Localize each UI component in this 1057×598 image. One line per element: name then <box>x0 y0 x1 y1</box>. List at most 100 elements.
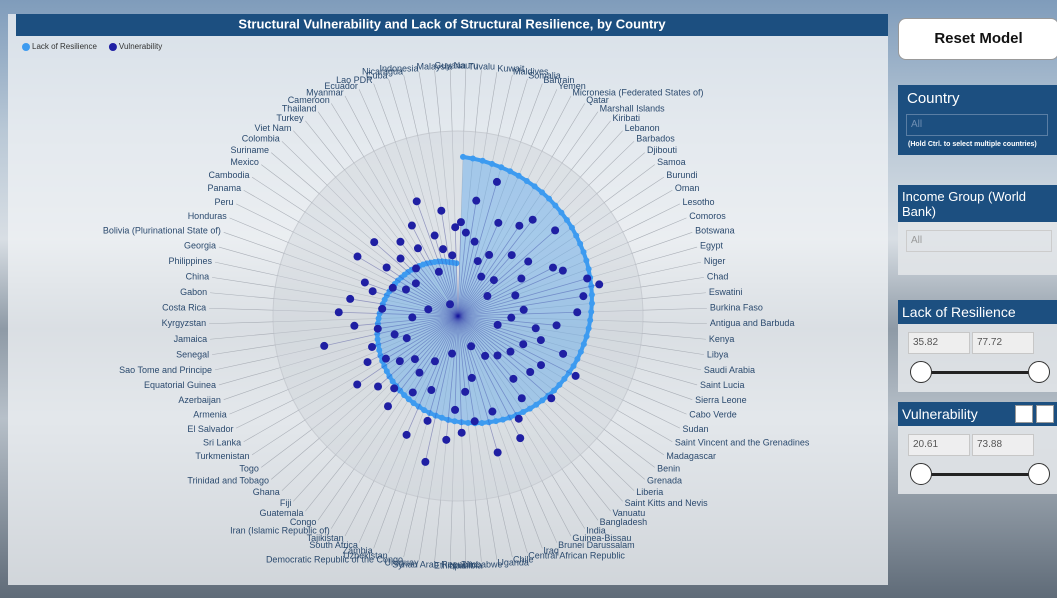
spoke <box>395 315 459 491</box>
vulnerability-spoke <box>371 315 459 348</box>
min-input[interactable]: 20.61 <box>908 434 970 456</box>
vulnerability-spoke <box>324 315 459 347</box>
category-label: Ghana <box>253 487 280 497</box>
vulnerability-spoke <box>457 315 472 347</box>
category-label: Sierra Leone <box>695 395 747 405</box>
spoke <box>395 141 459 317</box>
leader-line <box>617 190 673 223</box>
vulnerability-dot <box>378 304 387 313</box>
resilience-dot <box>587 317 594 324</box>
vulnerability-spoke <box>393 315 459 389</box>
vulnerability-dot <box>350 321 359 330</box>
vulnerability-dot <box>410 355 419 364</box>
spoke <box>384 315 459 486</box>
category-label: Qatar <box>586 95 609 105</box>
resilience-dot <box>458 419 465 426</box>
vulnerability-spoke <box>434 235 459 317</box>
country-slicer: Country All (Hold Ctrl. to select multip… <box>898 85 1057 155</box>
country-dropdown[interactable]: All <box>906 114 1048 136</box>
vulnerability-dot <box>489 276 498 285</box>
leader-line <box>603 429 655 468</box>
vulnerability-dot <box>334 308 343 317</box>
vulnerability-spoke <box>405 289 459 317</box>
spoke <box>335 177 459 317</box>
focus-icon[interactable] <box>1036 405 1054 423</box>
category-label: Botswana <box>695 226 735 236</box>
vulnerability-dot <box>437 206 446 215</box>
spoke <box>457 131 476 317</box>
max-input[interactable]: 77.72 <box>972 332 1034 354</box>
vulnerability-dot <box>573 308 582 317</box>
resilience-dot <box>377 352 384 359</box>
leader-line <box>571 461 611 512</box>
resilience-dot <box>577 240 584 247</box>
vulnerability-spoke <box>457 315 498 326</box>
category-label: Oman <box>675 183 700 193</box>
min-input[interactable]: 35.82 <box>908 332 970 354</box>
leader-line <box>317 468 355 521</box>
category-label: El Salvador <box>187 424 233 434</box>
resilience-dot <box>539 397 546 404</box>
spoke <box>428 133 459 317</box>
slider-handle[interactable] <box>910 463 932 485</box>
spoke <box>457 309 643 317</box>
leader-line <box>223 232 285 254</box>
leader-line <box>344 480 375 537</box>
spoke <box>273 315 459 334</box>
spoke <box>406 138 459 317</box>
spoke <box>457 169 572 317</box>
spoke <box>311 202 459 317</box>
vulnerability-spoke <box>457 230 556 317</box>
vulnerability-spoke <box>434 315 459 362</box>
vulnerability-dot <box>461 387 470 396</box>
slicer-hint: (Hold Ctrl. to select multiple countries… <box>908 141 1037 148</box>
vulnerability-dot <box>381 354 390 363</box>
vulnerability-spoke <box>387 315 459 407</box>
vulnerability-dot <box>427 386 436 395</box>
spoke <box>373 315 459 481</box>
vulnerability-dot <box>548 263 557 272</box>
leader-line <box>218 246 281 265</box>
vulnerability-dot <box>507 251 516 260</box>
vulnerability-dot <box>408 388 417 397</box>
slider-handle[interactable] <box>1028 463 1050 485</box>
vulnerability-spoke <box>457 315 521 439</box>
resilience-slicer: Lack of Resilience 35.82 77.72 <box>898 300 1057 392</box>
category-label: Brunei Darussalam <box>558 540 635 550</box>
category-label: Zimbabwe <box>461 559 503 569</box>
vulnerability-dot <box>551 226 560 235</box>
vulnerability-spoke <box>457 311 578 317</box>
max-input[interactable]: 73.88 <box>972 434 1034 456</box>
slider-handle[interactable] <box>1028 361 1050 383</box>
vulnerability-dot <box>506 347 515 356</box>
spoke <box>457 315 628 390</box>
resilience-dot <box>426 410 433 417</box>
vulnerability-dot <box>415 368 424 377</box>
vulnerability-dot <box>396 237 405 246</box>
leader-line <box>498 496 513 558</box>
vulnerability-spoke <box>457 315 493 412</box>
income-dropdown[interactable]: All <box>906 230 1052 252</box>
spoke <box>304 315 459 421</box>
spoke <box>457 315 597 439</box>
category-label: Saint Lucia <box>700 380 745 390</box>
vulnerability-spoke <box>457 295 488 317</box>
vulnerability-spoke <box>386 267 459 317</box>
filter-icon[interactable] <box>1015 405 1033 423</box>
legend-label: Lack of Resilience <box>32 42 97 51</box>
vulnerability-dot <box>514 414 523 423</box>
resilience-dot <box>479 157 486 164</box>
resilience-dot <box>588 283 595 290</box>
slider-handle[interactable] <box>910 361 932 383</box>
category-label: Uzbekistan <box>343 550 388 560</box>
spoke <box>457 315 581 455</box>
category-label: Marshall Islands <box>600 104 666 114</box>
leader-line <box>603 164 655 203</box>
resilience-dot <box>531 183 538 190</box>
category-label: Peru <box>214 197 233 207</box>
vulnerability-dot <box>493 448 502 457</box>
spoke <box>373 151 459 317</box>
reset-button[interactable]: Reset Model <box>898 18 1057 60</box>
vulnerability-dot <box>517 394 526 403</box>
